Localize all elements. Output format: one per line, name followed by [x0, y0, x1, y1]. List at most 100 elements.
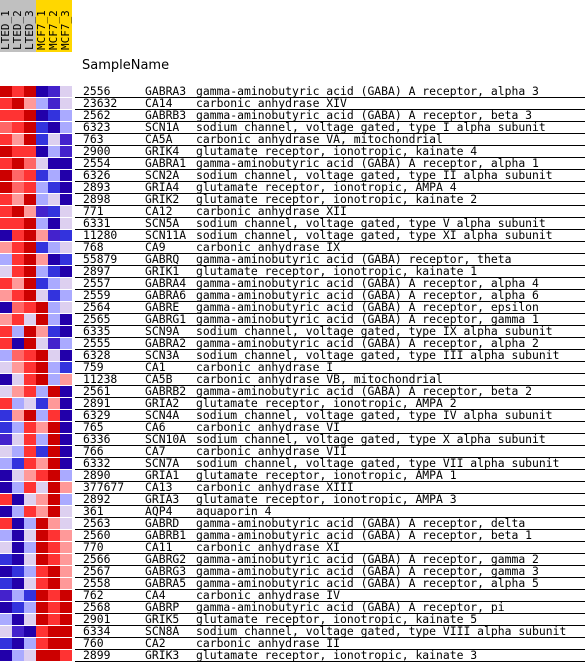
row-symbol[interactable]: GABRA1: [145, 156, 187, 170]
row-symbol[interactable]: CA6: [145, 420, 166, 434]
table-row[interactable]: 55879 GABRQ gamma-aminobutyric acid (GABA)…: [0, 252, 585, 266]
table-row[interactable]: 2563 GABRD gamma-aminobutyric acid (GABA) …: [0, 516, 585, 530]
row-symbol[interactable]: SCN1A: [145, 120, 180, 134]
table-row[interactable]: 2893 GRIA4 glutamate receptor, ionotropic,…: [0, 180, 585, 194]
table-row[interactable]: 11280 SCN11A sodium channel, voltage gated…: [0, 228, 585, 242]
row-symbol[interactable]: GABRA3: [145, 84, 187, 98]
table-row[interactable]: 2555 GABRA2 gamma-aminobutyric acid (GABA)…: [0, 336, 585, 350]
row-symbol[interactable]: GRIK1: [145, 264, 180, 278]
table-row[interactable]: 2901 GRIK5 glutamate receptor, ionotropic,…: [0, 612, 585, 626]
row-symbol[interactable]: GABRB3: [145, 108, 187, 122]
row-symbol[interactable]: SCN2A: [145, 168, 180, 182]
table-row[interactable]: 2562 GABRB3 gamma-aminobutyric acid (GABA)…: [0, 108, 585, 122]
table-row[interactable]: 23632 CA14 carbonic anhydrase XIV: [0, 96, 585, 110]
row-divider: [75, 325, 585, 326]
table-row[interactable]: 763 CA5A carbonic anhydrase VA, mitochondr…: [0, 132, 585, 146]
row-symbol[interactable]: GABRA6: [145, 288, 187, 302]
row-symbol[interactable]: GABRB1: [145, 528, 187, 542]
table-row[interactable]: 6336 SCN10A sodium channel, voltage gated,…: [0, 432, 585, 446]
table-row[interactable]: 2898 GRIK2 glutamate receptor, ionotropic,…: [0, 192, 585, 206]
table-row[interactable]: 768 CA9 carbonic anhydrase IX: [0, 240, 585, 254]
table-row[interactable]: 766 CA7 carbonic anhydrase VII: [0, 444, 585, 458]
row-symbol[interactable]: SCN3A: [145, 348, 180, 362]
row-symbol[interactable]: SCN10A: [145, 432, 187, 446]
row-symbol[interactable]: SCN11A: [145, 228, 187, 242]
table-row[interactable]: 2559 GABRA6 gamma-aminobutyric acid (GABA)…: [0, 288, 585, 302]
row-symbol[interactable]: AQP4: [145, 504, 173, 518]
row-symbol[interactable]: GRIA1: [145, 468, 180, 482]
row-symbol[interactable]: SCN4A: [145, 408, 180, 422]
row-symbol[interactable]: CA2: [145, 636, 166, 650]
row-symbol[interactable]: CA5B: [145, 372, 173, 386]
table-row[interactable]: 6332 SCN7A sodium channel, voltage gated, …: [0, 456, 585, 470]
row-symbol[interactable]: GRIA4: [145, 180, 180, 194]
table-row[interactable]: 2892 GRIA3 glutamate receptor, ionotropic,…: [0, 492, 585, 506]
row-symbol[interactable]: SCN8A: [145, 624, 180, 638]
row-symbol[interactable]: GABRA5: [145, 576, 187, 590]
row-id: 2562: [83, 108, 111, 122]
row-symbol[interactable]: GRIA3: [145, 492, 180, 506]
row-symbol[interactable]: CA5A: [145, 132, 173, 146]
table-row[interactable]: 759 CA1 carbonic anhydrase I: [0, 360, 585, 374]
row-symbol[interactable]: GABRD: [145, 516, 180, 530]
row-symbol[interactable]: GRIK5: [145, 612, 180, 626]
table-row[interactable]: 2891 GRIA2 glutamate receptor, ionotropic,…: [0, 396, 585, 410]
table-row[interactable]: 6328 SCN3A sodium channel, voltage gated, …: [0, 348, 585, 362]
row-symbol[interactable]: GABRG2: [145, 552, 187, 566]
table-row[interactable]: 2900 GRIK4 glutamate receptor, ionotropic,…: [0, 144, 585, 158]
table-row[interactable]: 762 CA4 carbonic anhydrase IV: [0, 588, 585, 602]
row-symbol[interactable]: CA9: [145, 240, 166, 254]
row-symbol[interactable]: GRIK3: [145, 648, 180, 662]
row-symbol[interactable]: GABRP: [145, 600, 180, 614]
row-symbol[interactable]: CA4: [145, 588, 166, 602]
table-row[interactable]: 2890 GRIA1 glutamate receptor, ionotropic,…: [0, 468, 585, 482]
heatmap-cell: [60, 470, 73, 482]
table-row[interactable]: 377677 CA13 carbonic anhydrase XIII: [0, 480, 585, 494]
row-symbol[interactable]: GABRA2: [145, 336, 187, 350]
row-symbol[interactable]: SCN9A: [145, 324, 180, 338]
table-row[interactable]: 6335 SCN9A sodium channel, voltage gated, …: [0, 324, 585, 338]
table-row[interactable]: 2557 GABRA4 gamma-aminobutyric acid (GABA)…: [0, 276, 585, 290]
table-row[interactable]: 2568 GABRP gamma-aminobutyric acid (GABA) …: [0, 600, 585, 614]
table-row[interactable]: 2564 GABRE gamma-aminobutyric acid (GABA) …: [0, 300, 585, 314]
table-row[interactable]: 2566 GABRG2 gamma-aminobutyric acid (GABA)…: [0, 552, 585, 566]
table-row[interactable]: 361 AQP4 aquaporin 4: [0, 504, 585, 518]
row-symbol[interactable]: GABRQ: [145, 252, 180, 266]
table-row[interactable]: 6329 SCN4A sodium channel, voltage gated, …: [0, 408, 585, 422]
row-symbol[interactable]: GABRA4: [145, 276, 187, 290]
row-symbol[interactable]: CA7: [145, 444, 166, 458]
table-row[interactable]: 2897 GRIK1 glutamate receptor, ionotropic,…: [0, 264, 585, 278]
table-row[interactable]: 6326 SCN2A sodium channel, voltage gated, …: [0, 168, 585, 182]
table-row[interactable]: 2899 GRIK3 glutamate receptor, ionotropic,…: [0, 648, 585, 662]
table-row[interactable]: 2556 GABRA3 gamma-aminobutyric acid (GABA)…: [0, 84, 585, 98]
table-row[interactable]: 2565 GABRG1 gamma-aminobutyric acid (GABA)…: [0, 312, 585, 326]
table-row[interactable]: 770 CA11 carbonic anhydrase XI: [0, 540, 585, 554]
table-row[interactable]: 2561 GABRB2 gamma-aminobutyric acid (GABA)…: [0, 384, 585, 398]
row-symbol[interactable]: CA13: [145, 480, 173, 494]
table-row[interactable]: 760 CA2 carbonic anhydrase II: [0, 636, 585, 650]
row-symbol[interactable]: GABRG3: [145, 564, 187, 578]
table-row[interactable]: 2560 GABRB1 gamma-aminobutyric acid (GABA)…: [0, 528, 585, 542]
table-row[interactable]: 771 CA12 carbonic anhydrase XII: [0, 204, 585, 218]
table-row[interactable]: 765 CA6 carbonic anhydrase VI: [0, 420, 585, 434]
table-row[interactable]: 6323 SCN1A sodium channel, voltage gated, …: [0, 120, 585, 134]
table-row[interactable]: 2558 GABRA5 gamma-aminobutyric acid (GABA)…: [0, 576, 585, 590]
row-symbol[interactable]: CA1: [145, 360, 166, 374]
row-symbol[interactable]: GRIK4: [145, 144, 180, 158]
row-symbol[interactable]: CA11: [145, 540, 173, 554]
row-symbol[interactable]: GABRE: [145, 300, 180, 314]
table-row[interactable]: 2567 GABRG3 gamma-aminobutyric acid (GABA)…: [0, 564, 585, 578]
row-symbol[interactable]: CA12: [145, 204, 173, 218]
row-symbol[interactable]: GABRG1: [145, 312, 187, 326]
heatmap-cell: [60, 206, 73, 218]
table-row[interactable]: 6334 SCN8A sodium channel, voltage gated, …: [0, 624, 585, 638]
row-symbol[interactable]: CA14: [145, 96, 173, 110]
row-symbol[interactable]: GABRB2: [145, 384, 187, 398]
table-row[interactable]: 2554 GABRA1 gamma-aminobutyric acid (GABA)…: [0, 156, 585, 170]
row-symbol[interactable]: GRIK2: [145, 192, 180, 206]
table-row[interactable]: 11238 CA5B carbonic anhydrase VB, mitochon…: [0, 372, 585, 386]
row-symbol[interactable]: SCN5A: [145, 216, 180, 230]
row-symbol[interactable]: GRIA2: [145, 396, 180, 410]
row-symbol[interactable]: SCN7A: [145, 456, 180, 470]
table-row[interactable]: 6331 SCN5A sodium channel, voltage gated, …: [0, 216, 585, 230]
